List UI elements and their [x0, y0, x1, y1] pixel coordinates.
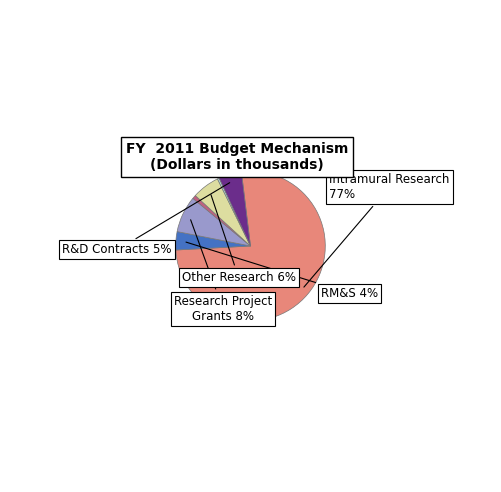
Text: R&D Contracts 5%: R&D Contracts 5%: [62, 183, 229, 256]
Text: RM&S 4%: RM&S 4%: [186, 242, 378, 300]
Wedge shape: [176, 232, 250, 250]
Text: Research Project
Grants 8%: Research Project Grants 8%: [174, 220, 272, 323]
Wedge shape: [176, 171, 325, 321]
Wedge shape: [177, 198, 250, 246]
Wedge shape: [195, 179, 250, 246]
Wedge shape: [217, 178, 250, 246]
Text: FY  2011 Budget Mechanism
(Dollars in thousands): FY 2011 Budget Mechanism (Dollars in tho…: [126, 142, 348, 172]
Text: Intramural Research
77%: Intramural Research 77%: [304, 173, 449, 287]
Text: Other Research 6%: Other Research 6%: [182, 195, 296, 284]
Wedge shape: [193, 195, 250, 246]
Wedge shape: [219, 172, 250, 246]
